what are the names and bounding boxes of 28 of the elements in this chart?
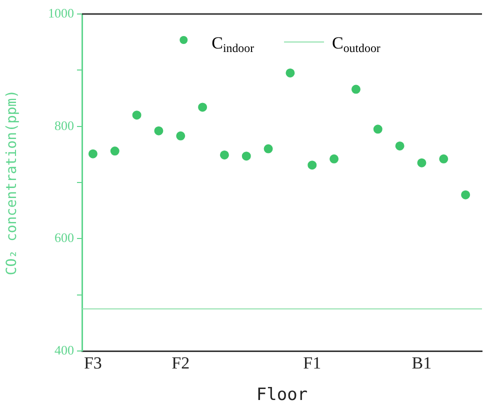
point	[242, 152, 251, 161]
point	[373, 124, 382, 134]
y-tick-label: 400	[54, 342, 74, 358]
point	[220, 150, 229, 160]
x-tick-label: F2	[172, 354, 190, 373]
point	[439, 154, 448, 164]
point	[110, 146, 120, 156]
point	[132, 110, 142, 120]
x-tick-label: B1	[412, 354, 432, 373]
y-axis-title: CO₂ concentration(ppm)	[4, 90, 20, 276]
point	[88, 149, 98, 158]
point	[461, 190, 470, 200]
point	[264, 144, 273, 154]
point	[176, 131, 186, 140]
point	[417, 158, 426, 168]
point	[308, 160, 317, 170]
point	[286, 68, 295, 78]
x-tick-label: F1	[303, 354, 322, 373]
point	[330, 154, 339, 164]
point	[154, 126, 164, 136]
y-tick-label: 800	[54, 118, 74, 133]
y-tick-label: 600	[54, 230, 74, 246]
point	[351, 84, 360, 94]
point	[198, 102, 208, 112]
y-tick-label: 1000	[48, 5, 74, 20]
point	[395, 141, 404, 150]
x-axis-title: Floor	[256, 385, 308, 406]
x-tick-label: F3	[84, 354, 102, 373]
